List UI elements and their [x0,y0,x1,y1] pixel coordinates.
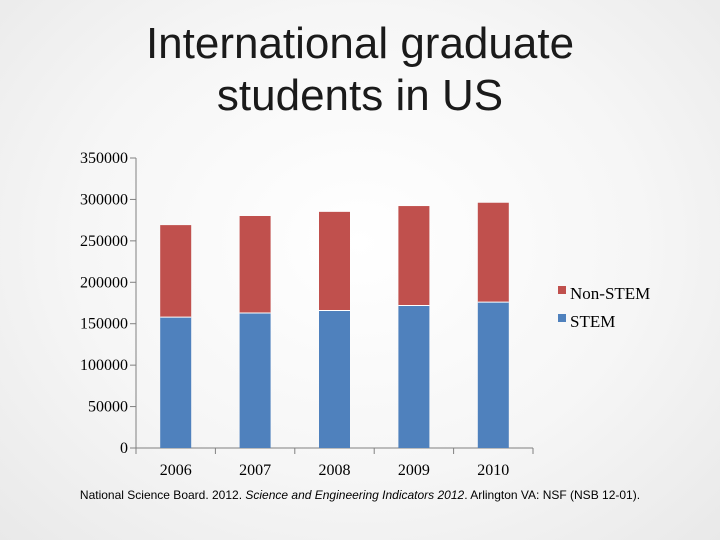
y-tick-label: 50000 [88,399,128,416]
y-tick-label: 300000 [80,191,128,208]
y-tick-label: 100000 [80,357,128,374]
chart-title-line-2: students in US [216,71,504,120]
bar-non-stem-2006 [160,225,192,318]
x-tick-label-2008: 2008 [319,462,351,479]
x-tick-label-2009: 2009 [398,462,430,479]
y-tick-label: 150000 [80,316,128,333]
bar-stem-2006 [160,317,192,448]
y-tick-label: 200000 [80,274,128,291]
legend-swatch-stem [558,314,566,322]
x-tick-label-2010: 2010 [477,462,509,479]
chart-title: International graduate students in US [0,18,720,122]
legend-swatch-non-stem [558,286,566,294]
y-tick-label: 250000 [80,233,128,250]
source-suffix: . Arlington VA: NSF (NSB 12-01). [464,488,641,502]
legend-label-stem: STEM [570,312,615,331]
bar-non-stem-2008 [319,211,350,311]
bar-stem-2007 [239,312,271,448]
stacked-bar-chart: 0 50000 100000 150000 200000 250000 300000 3500… [80,150,650,479]
y-tick-label: 0 [120,440,128,457]
bar-non-stem-2007 [239,216,271,313]
x-tick-label-2006: 2006 [160,462,192,479]
chart-title-line-1: International graduate [145,19,575,68]
bar-stem-2010 [477,302,509,448]
legend-label-non-stem: Non-STEM [570,284,650,303]
source-citation: National Science Board. 2012. Science an… [0,488,720,502]
source-prefix: National Science Board. 2012. [79,488,246,502]
bar-stem-2009 [398,305,430,448]
bar-non-stem-2009 [398,206,430,306]
bar-non-stem-2010 [477,202,509,303]
y-tick-label: 350000 [80,150,128,167]
x-tick-label-2007: 2007 [239,462,271,479]
bar-stem-2008 [319,310,350,448]
source-title: Science and Engineering Indicators 2012 [245,488,465,502]
